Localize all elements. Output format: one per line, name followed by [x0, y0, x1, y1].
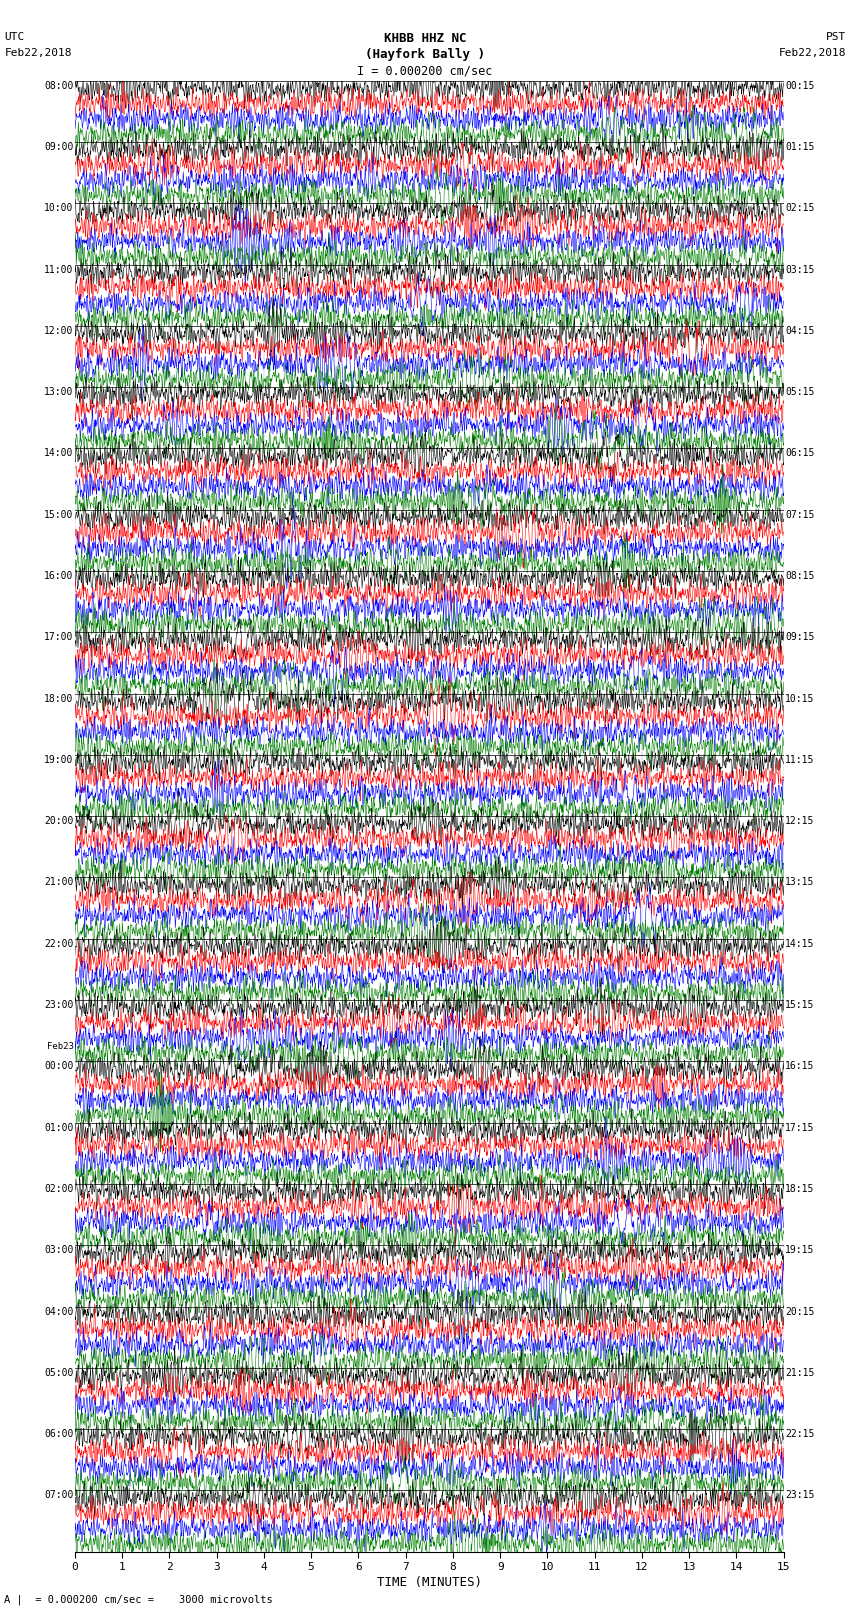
Text: UTC: UTC [4, 32, 25, 42]
Text: 22:15: 22:15 [785, 1429, 814, 1439]
Text: 19:15: 19:15 [785, 1245, 814, 1255]
Text: 16:00: 16:00 [44, 571, 73, 581]
Text: 12:15: 12:15 [785, 816, 814, 826]
Text: 15:15: 15:15 [785, 1000, 814, 1010]
Text: Feb23: Feb23 [47, 1042, 73, 1050]
Text: 18:00: 18:00 [44, 694, 73, 703]
Text: PST: PST [825, 32, 846, 42]
Text: KHBB HHZ NC: KHBB HHZ NC [383, 32, 467, 45]
Text: I = 0.000200 cm/sec: I = 0.000200 cm/sec [357, 65, 493, 77]
Text: 04:00: 04:00 [44, 1307, 73, 1316]
Text: 01:15: 01:15 [785, 142, 814, 152]
Text: 02:15: 02:15 [785, 203, 814, 213]
Text: (Hayfork Bally ): (Hayfork Bally ) [365, 48, 485, 61]
Text: 02:00: 02:00 [44, 1184, 73, 1194]
Text: 11:15: 11:15 [785, 755, 814, 765]
Text: 11:00: 11:00 [44, 265, 73, 274]
Text: Feb22,2018: Feb22,2018 [4, 48, 71, 58]
Text: 18:15: 18:15 [785, 1184, 814, 1194]
Text: 19:00: 19:00 [44, 755, 73, 765]
Text: Feb22,2018: Feb22,2018 [779, 48, 846, 58]
Text: 10:00: 10:00 [44, 203, 73, 213]
Text: 05:00: 05:00 [44, 1368, 73, 1378]
Text: 09:00: 09:00 [44, 142, 73, 152]
Text: 05:15: 05:15 [785, 387, 814, 397]
Text: 20:15: 20:15 [785, 1307, 814, 1316]
Text: 17:15: 17:15 [785, 1123, 814, 1132]
Text: 14:00: 14:00 [44, 448, 73, 458]
Text: 20:00: 20:00 [44, 816, 73, 826]
Text: 04:15: 04:15 [785, 326, 814, 336]
Text: 23:15: 23:15 [785, 1490, 814, 1500]
Text: 12:00: 12:00 [44, 326, 73, 336]
Text: 15:00: 15:00 [44, 510, 73, 519]
Text: 00:00: 00:00 [44, 1061, 73, 1071]
Text: 07:00: 07:00 [44, 1490, 73, 1500]
Text: 09:15: 09:15 [785, 632, 814, 642]
Text: 07:15: 07:15 [785, 510, 814, 519]
Text: 03:00: 03:00 [44, 1245, 73, 1255]
Text: 17:00: 17:00 [44, 632, 73, 642]
Text: 00:15: 00:15 [785, 81, 814, 90]
Text: 13:00: 13:00 [44, 387, 73, 397]
X-axis label: TIME (MINUTES): TIME (MINUTES) [377, 1576, 482, 1589]
Text: A |  = 0.000200 cm/sec =    3000 microvolts: A | = 0.000200 cm/sec = 3000 microvolts [4, 1594, 273, 1605]
Text: 06:15: 06:15 [785, 448, 814, 458]
Text: 21:15: 21:15 [785, 1368, 814, 1378]
Text: 06:00: 06:00 [44, 1429, 73, 1439]
Text: 10:15: 10:15 [785, 694, 814, 703]
Text: 08:00: 08:00 [44, 81, 73, 90]
Text: 08:15: 08:15 [785, 571, 814, 581]
Text: 03:15: 03:15 [785, 265, 814, 274]
Text: 16:15: 16:15 [785, 1061, 814, 1071]
Text: 14:15: 14:15 [785, 939, 814, 948]
Text: 22:00: 22:00 [44, 939, 73, 948]
Text: 13:15: 13:15 [785, 877, 814, 887]
Text: 21:00: 21:00 [44, 877, 73, 887]
Text: 23:00: 23:00 [44, 1000, 73, 1010]
Text: 01:00: 01:00 [44, 1123, 73, 1132]
